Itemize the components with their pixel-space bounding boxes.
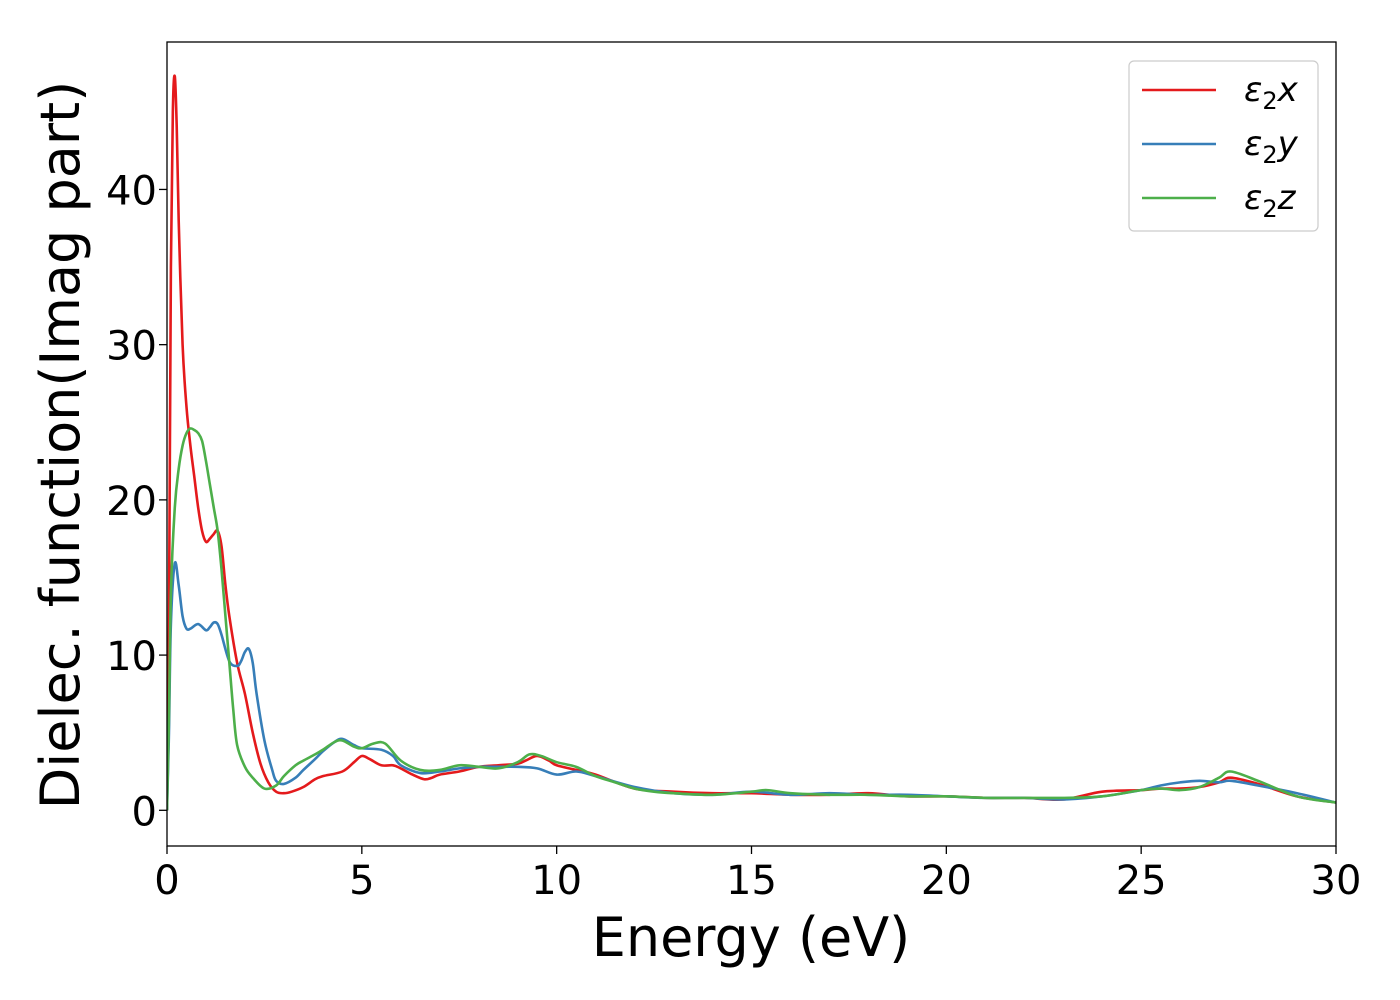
- legend-box: [1128, 60, 1319, 232]
- legend-label-z: ε2z: [1244, 178, 1297, 223]
- legend-label-y: ε2y: [1244, 124, 1299, 169]
- axes-layer: 0 5 10 15 20 25 30 0 10 20 30 40: [106, 41, 1362, 904]
- x-tick-label: 0: [154, 858, 179, 904]
- series-layer: [167, 74, 1336, 811]
- legend-label-x: ε2x: [1244, 70, 1299, 115]
- y-tick-label: 30: [106, 324, 157, 370]
- y-axis-label: Dielec. function(Imag part): [29, 81, 92, 810]
- y-tick-label: 10: [106, 634, 157, 680]
- legend: ε2x ε2y ε2z: [1128, 60, 1319, 232]
- x-tick-label: 20: [921, 858, 972, 904]
- series-line-y: [167, 560, 1336, 811]
- y-tick-label: 40: [106, 168, 157, 214]
- x-axis-label: Energy (eV): [592, 906, 911, 969]
- x-tick-label: 25: [1116, 858, 1167, 904]
- series-line-z: [167, 427, 1336, 811]
- x-tick-label: 10: [531, 858, 582, 904]
- x-tick-label: 30: [1311, 858, 1362, 904]
- y-tick-label: 20: [106, 479, 157, 525]
- x-tick-label: 5: [349, 858, 374, 904]
- x-tick-label: 15: [726, 858, 777, 904]
- y-tick-label: 0: [132, 789, 157, 835]
